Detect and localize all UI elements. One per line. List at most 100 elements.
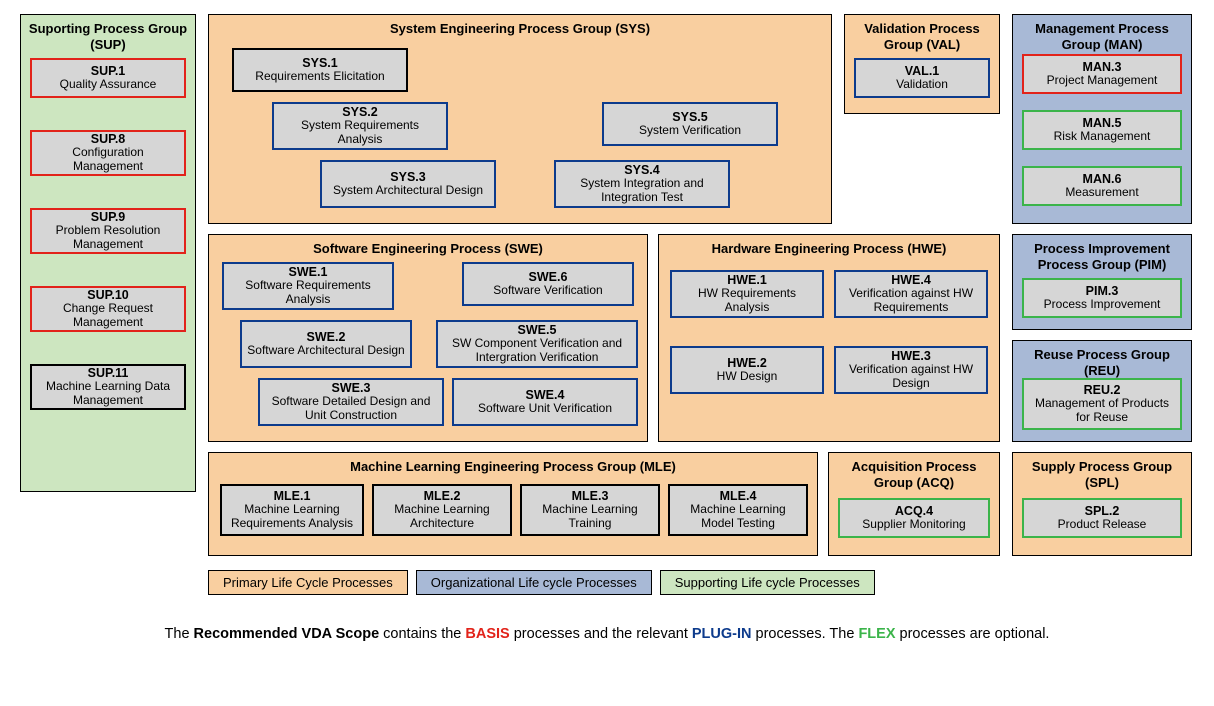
group-val-title: Validation Process Group (VAL) [845, 19, 999, 54]
cell-label: Machine Learning Training [526, 503, 654, 531]
cell-acq4: ACQ.4 Supplier Monitoring [838, 498, 990, 538]
cell-label: Problem Resolution Management [36, 224, 180, 252]
cell-mle1: MLE.1 Machine Learning Requirements Anal… [220, 484, 364, 536]
legend-primary: Primary Life Cycle Processes [208, 570, 408, 595]
cell-code: SUP.8 [91, 132, 126, 146]
cell-label: System Requirements Analysis [278, 119, 442, 147]
cell-label: System Verification [639, 124, 741, 138]
cell-man6: MAN.6 Measurement [1022, 166, 1182, 206]
cell-code: SPL.2 [1085, 504, 1120, 518]
group-hwe: Hardware Engineering Process (HWE) [658, 234, 1000, 442]
cell-sup1: SUP.1 Quality Assurance [30, 58, 186, 98]
cell-label: Validation [896, 78, 948, 92]
cell-code: SUP.1 [91, 64, 126, 78]
cell-code: HWE.4 [891, 273, 931, 287]
cell-swe3: SWE.3 Software Detailed Design and Unit … [258, 378, 444, 426]
group-sys-title: System Engineering Process Group (SYS) [209, 19, 831, 39]
cell-sys5: SYS.5 System Verification [602, 102, 778, 146]
cell-swe4: SWE.4 Software Unit Verification [452, 378, 638, 426]
cell-label: HW Requirements Analysis [676, 287, 818, 315]
cell-label: Machine Learning Data Management [36, 380, 180, 408]
cell-swe5: SWE.5 SW Component Verification and Inte… [436, 320, 638, 368]
cell-label: Software Unit Verification [478, 402, 612, 416]
cell-code: SYS.3 [390, 170, 425, 184]
footer-seg: processes and the relevant [510, 626, 692, 642]
group-spl-title: Supply Process Group (SPL) [1013, 457, 1191, 492]
cell-sys3: SYS.3 System Architectural Design [320, 160, 496, 208]
cell-code: SWE.6 [529, 270, 568, 284]
footer-seg: contains the [379, 626, 465, 642]
cell-code: SWE.5 [518, 323, 557, 337]
cell-man3: MAN.3 Project Management [1022, 54, 1182, 94]
cell-hwe3: HWE.3 Verification against HW Design [834, 346, 988, 394]
cell-hwe2: HWE.2 HW Design [670, 346, 824, 394]
cell-pim3: PIM.3 Process Improvement [1022, 278, 1182, 318]
footer-seg: The [165, 626, 194, 642]
cell-hwe1: HWE.1 HW Requirements Analysis [670, 270, 824, 318]
cell-spl2: SPL.2 Product Release [1022, 498, 1182, 538]
cell-code: MAN.6 [1083, 172, 1122, 186]
cell-code: SUP.10 [87, 288, 128, 302]
footer-seg: processes are optional. [896, 626, 1050, 642]
cell-label: Software Architectural Design [247, 344, 404, 358]
cell-man5: MAN.5 Risk Management [1022, 110, 1182, 150]
group-acq-title: Acquisition Process Group (ACQ) [829, 457, 999, 492]
footer-flex: FLEX [858, 626, 895, 642]
cell-swe1: SWE.1 Software Requirements Analysis [222, 262, 394, 310]
cell-label: Requirements Elicitation [255, 70, 384, 84]
cell-label: Supplier Monitoring [862, 518, 965, 532]
cell-label: Machine Learning Architecture [378, 503, 506, 531]
cell-code: ACQ.4 [895, 504, 933, 518]
cell-label: Product Release [1058, 518, 1147, 532]
footer-basis: BASIS [465, 626, 509, 642]
cell-label: System Architectural Design [333, 184, 483, 198]
cell-mle2: MLE.2 Machine Learning Architecture [372, 484, 512, 536]
group-sup-title: Suporting Process Group (SUP) [21, 19, 195, 54]
cell-code: VAL.1 [905, 64, 940, 78]
cell-code: SUP.11 [88, 366, 129, 380]
cell-label: Measurement [1065, 186, 1138, 200]
group-mle-title: Machine Learning Engineering Process Gro… [209, 457, 817, 477]
group-hwe-title: Hardware Engineering Process (HWE) [659, 239, 999, 259]
cell-label: Verification against HW Design [840, 363, 982, 391]
cell-label: System Integration and Integration Test [560, 177, 724, 205]
cell-mle4: MLE.4 Machine Learning Model Testing [668, 484, 808, 536]
cell-code: MLE.4 [720, 489, 757, 503]
cell-label: Configuration Management [36, 146, 180, 174]
cell-val1: VAL.1 Validation [854, 58, 990, 98]
cell-hwe4: HWE.4 Verification against HW Requiremen… [834, 270, 988, 318]
cell-label: HW Design [717, 370, 778, 384]
cell-code: SWE.1 [289, 265, 328, 279]
cell-code: MLE.1 [274, 489, 311, 503]
cell-code: SWE.2 [307, 330, 346, 344]
cell-code: REU.2 [1084, 383, 1121, 397]
cell-sup9: SUP.9 Problem Resolution Management [30, 208, 186, 254]
cell-sys2: SYS.2 System Requirements Analysis [272, 102, 448, 150]
cell-code: MAN.5 [1083, 116, 1122, 130]
group-reu-title: Reuse Process Group (REU) [1013, 345, 1191, 380]
cell-code: SWE.4 [526, 388, 565, 402]
cell-code: HWE.1 [727, 273, 767, 287]
cell-label: Software Verification [493, 284, 602, 298]
cell-label: Software Requirements Analysis [228, 279, 388, 307]
legend-org: Organizational Life cycle Processes [416, 570, 652, 595]
cell-code: SYS.5 [672, 110, 707, 124]
cell-mle3: MLE.3 Machine Learning Training [520, 484, 660, 536]
group-man-title: Management Process Group (MAN) [1013, 19, 1191, 54]
process-diagram: Suporting Process Group (SUP) SUP.1 Qual… [10, 10, 1204, 650]
footer-plugin: PLUG-IN [692, 626, 752, 642]
legend-row: Primary Life Cycle Processes Organizatio… [208, 570, 875, 595]
cell-code: SWE.3 [332, 381, 371, 395]
cell-label: Process Improvement [1044, 298, 1161, 312]
cell-label: Verification against HW Requirements [840, 287, 982, 315]
legend-support: Supporting Life cycle Processes [660, 570, 875, 595]
cell-code: MLE.3 [572, 489, 609, 503]
cell-code: SYS.1 [302, 56, 337, 70]
cell-swe6: SWE.6 Software Verification [462, 262, 634, 306]
cell-label: Project Management [1047, 74, 1158, 88]
cell-code: MLE.2 [424, 489, 461, 503]
cell-sup10: SUP.10 Change Request Management [30, 286, 186, 332]
cell-code: SYS.2 [342, 105, 377, 119]
footer-seg: processes. The [752, 626, 859, 642]
cell-label: Machine Learning Requirements Analysis [226, 503, 358, 531]
